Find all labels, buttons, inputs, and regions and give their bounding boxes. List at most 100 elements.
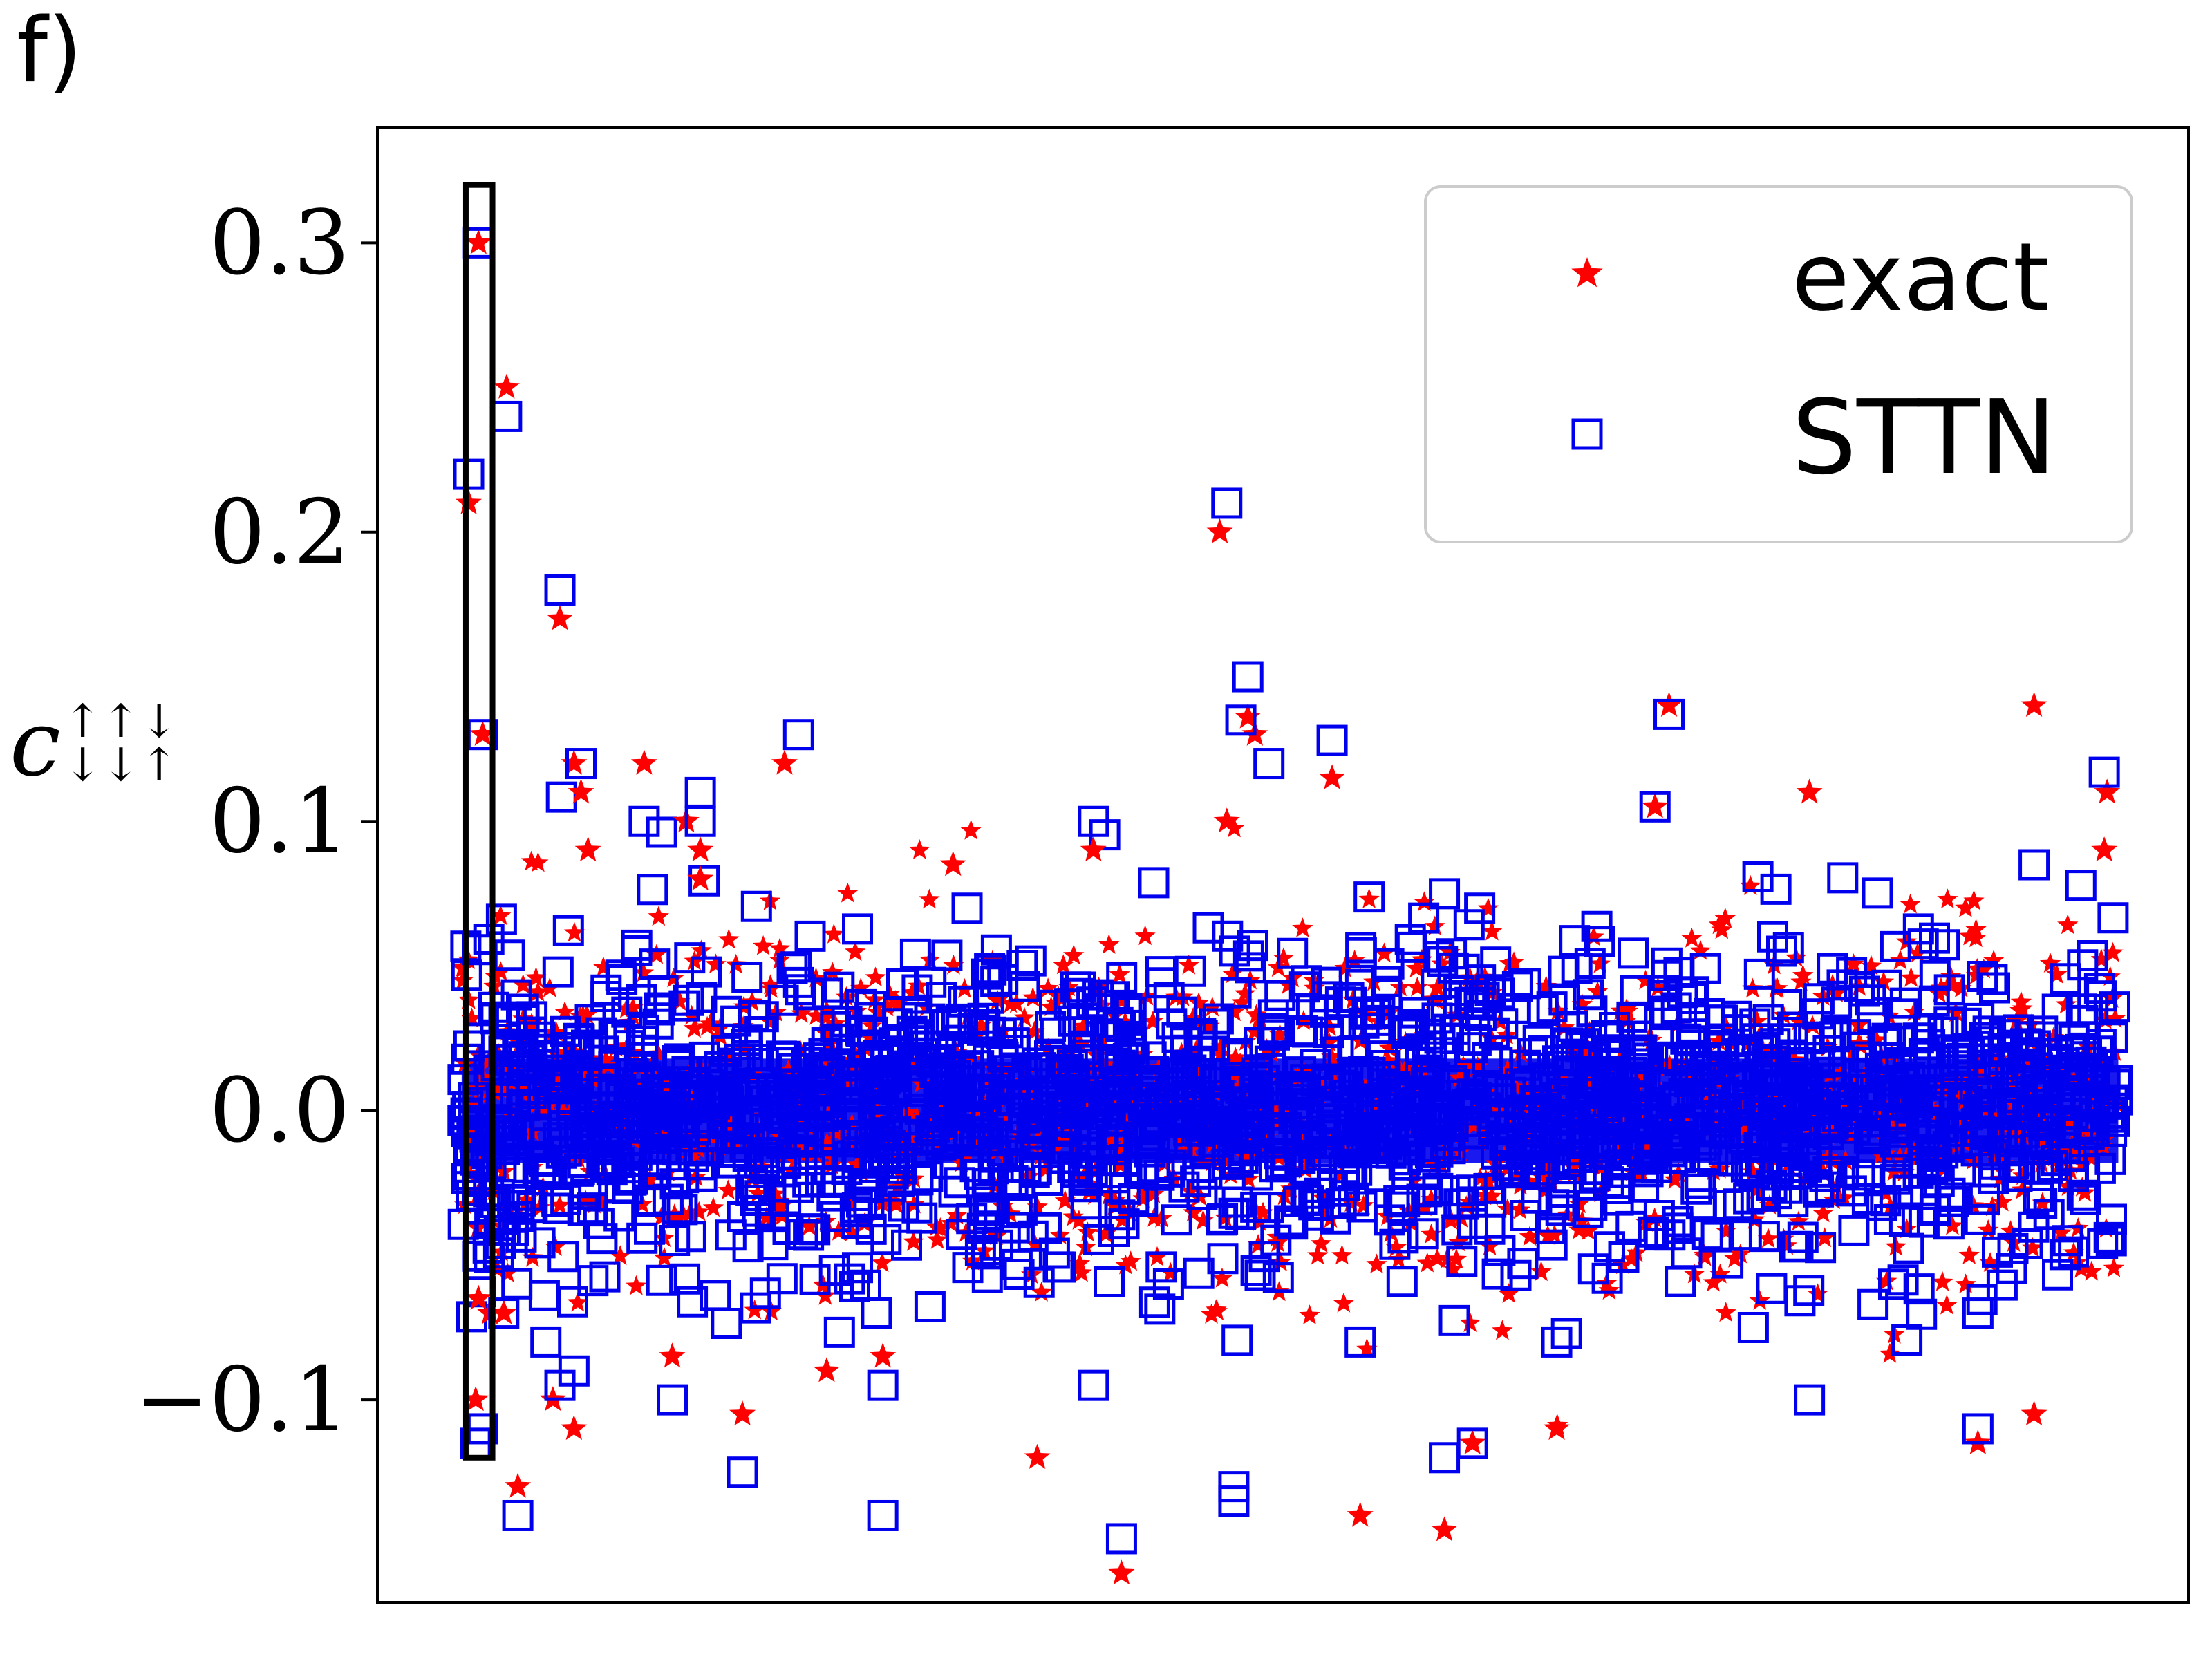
exact-point (574, 836, 601, 862)
exact-point (465, 1284, 492, 1310)
exact-point (1642, 793, 1669, 818)
exact-point (469, 720, 496, 746)
exact-point (2021, 691, 2047, 717)
y-axis-ticks: −0.1 0.0 0.1 0.2 0.3 (135, 191, 377, 1452)
y-tick-label: 0.1 (209, 770, 350, 873)
sttn-point (1639, 791, 1671, 823)
sttn-point (565, 748, 597, 780)
exact-point (561, 1414, 588, 1441)
exact-point (870, 1342, 897, 1368)
sttn-point (1105, 1523, 1137, 1555)
exact-point (1656, 691, 1683, 717)
exact-point (505, 1472, 532, 1498)
exact-point (1459, 1429, 1486, 1454)
sttn-point (1232, 661, 1264, 693)
exact-point (687, 865, 714, 891)
exact-point (1080, 836, 1107, 862)
legend: exact STTN (1424, 185, 2133, 543)
sttn-point (684, 805, 716, 837)
sttn-point (951, 892, 983, 924)
exact-point (2021, 1400, 2047, 1426)
legend-exact-label: exact (1792, 223, 2050, 332)
legend-exact-marker (1571, 257, 1603, 288)
sttn-point (1737, 1311, 1769, 1343)
y-axis-label-indices: ↑↑↓ ↓↓↑ (63, 695, 178, 787)
sttn-point (684, 776, 716, 808)
sttn-point (2088, 756, 2120, 788)
y-axis-label-superscript: ↑↑↓ (63, 695, 178, 749)
legend-star-shape (1571, 257, 1603, 288)
exact-point (813, 1357, 840, 1382)
sttn-point (2095, 1225, 2127, 1257)
exact-point (493, 373, 520, 399)
sttn-point (1078, 1369, 1109, 1401)
sttn-point (867, 1499, 899, 1531)
y-tick-label: 0.2 (209, 481, 350, 584)
sttn-point (1962, 1413, 1994, 1445)
exact-point (1319, 764, 1346, 789)
sttn-point (1429, 878, 1461, 910)
y-axis-label: c ↑↑↓ ↓↓↑ (10, 698, 178, 789)
exact-point (568, 778, 594, 804)
sttn-point (491, 400, 523, 432)
exact-point (547, 605, 574, 630)
exact-point (729, 1400, 756, 1426)
sttn-point (1344, 1326, 1376, 1358)
y-axis-label-symbol: c (10, 691, 61, 797)
sttn-point (867, 1369, 899, 1401)
exact-point (1347, 1501, 1374, 1527)
exact-point (687, 836, 714, 862)
sttn-point (1541, 1326, 1573, 1358)
exact-point (1431, 1516, 1458, 1541)
sttn-point (1253, 748, 1285, 780)
exact-point (490, 1299, 517, 1324)
dense-exact-markers (452, 817, 2128, 1434)
highlight-box (462, 182, 496, 1461)
exact-point (1108, 1559, 1135, 1585)
sttn-point (1078, 805, 1109, 837)
legend-sttn-label: STTN (1792, 378, 2056, 497)
exact-point (1024, 1443, 1051, 1469)
sttn-point (544, 1369, 576, 1401)
exact-point (456, 489, 482, 515)
dense-sttn-markers (447, 781, 2133, 1356)
dense-scatter-cloud (447, 781, 2133, 1434)
exact-point (1796, 778, 1823, 804)
series-points (453, 227, 2127, 1585)
exact-point (2091, 836, 2118, 862)
exact-point (630, 749, 657, 775)
sttn-point (657, 1384, 688, 1416)
sttn-point (628, 805, 660, 837)
sttn-point (467, 719, 498, 751)
exact-point (561, 749, 588, 775)
sttn-point (467, 1413, 498, 1445)
exact-point (465, 229, 492, 254)
sttn-point (1962, 1297, 1994, 1329)
exact-point (1544, 1414, 1571, 1441)
sttn-point (727, 1456, 758, 1488)
y-tick-label: 0.0 (209, 1060, 350, 1163)
y-tick-label: 0.3 (209, 191, 350, 294)
exact-point (462, 1386, 489, 1412)
legend-box (1424, 185, 2133, 543)
exact-point (1213, 807, 1240, 833)
exact-point (2094, 778, 2121, 804)
panel-label: f) (17, 0, 82, 102)
sttn-point (530, 1326, 562, 1358)
sttn-point (1794, 1384, 1826, 1416)
sttn-point (453, 458, 485, 490)
sttn-point (1429, 1442, 1461, 1474)
exact-point (1206, 518, 1233, 543)
sttn-point (1653, 698, 1685, 730)
sttn-point (1218, 1485, 1250, 1517)
exact-point (1235, 703, 1262, 729)
sttn-point (544, 574, 576, 606)
sttn-point (2018, 849, 2050, 881)
sttn-point (1225, 704, 1257, 736)
sttn-point (1211, 487, 1243, 519)
sttn-point (782, 719, 814, 751)
exact-point (939, 851, 966, 877)
plot-frame (376, 126, 2190, 1604)
